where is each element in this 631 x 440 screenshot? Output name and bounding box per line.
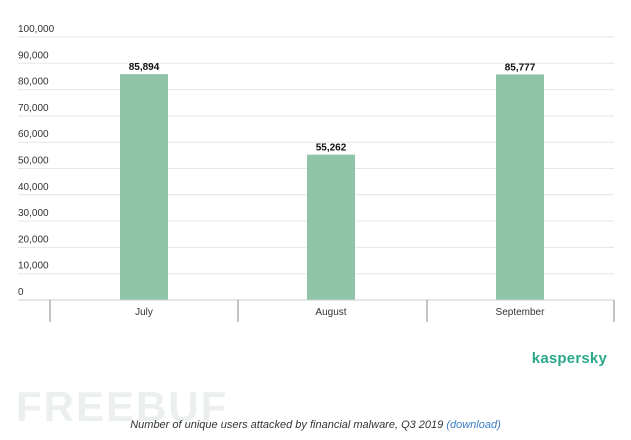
value-label: 85,894 <box>129 62 160 73</box>
value-label: 85,777 <box>505 62 536 73</box>
caption-text: Number of unique users attacked by finan… <box>130 419 444 431</box>
value-label: 55,262 <box>316 143 347 154</box>
y-tick-label: 90,000 <box>18 50 49 61</box>
y-tick-label: 40,000 <box>18 182 49 193</box>
bar-september <box>496 74 544 300</box>
y-tick-label: 60,000 <box>18 129 49 140</box>
y-tick-label: 10,000 <box>18 261 49 272</box>
chart-caption: Number of unique users attacked by finan… <box>0 419 631 431</box>
y-tick-label: 20,000 <box>18 234 49 245</box>
y-tick-label: 70,000 <box>18 103 49 114</box>
y-tick-label: 50,000 <box>18 156 49 167</box>
y-tick-label: 100,000 <box>18 24 55 35</box>
y-tick-label: 80,000 <box>18 77 49 88</box>
x-axis: July August September <box>18 299 615 322</box>
bars <box>120 74 544 300</box>
x-tick-label: August <box>315 307 346 318</box>
bar-august <box>307 154 355 300</box>
bar-chart: 0 10,000 20,000 30,000 40,000 50,000 60,000 70,… <box>18 24 615 322</box>
bar-july <box>120 74 168 300</box>
y-tick-label: 0 <box>18 287 24 298</box>
y-axis-tick-labels: 0 10,000 20,000 30,000 40,000 50,000 60,000 70,… <box>18 24 55 298</box>
value-labels: 85,894 55,262 85,777 <box>129 62 536 154</box>
y-tick-label: 30,000 <box>18 208 49 219</box>
x-tick-label: September <box>496 307 546 318</box>
download-link[interactable]: (download) <box>446 419 501 431</box>
kaspersky-logo: kaspersky <box>531 350 607 367</box>
watermark-freebuf: FREEBUF <box>16 383 229 430</box>
x-tick-label: July <box>135 307 153 318</box>
